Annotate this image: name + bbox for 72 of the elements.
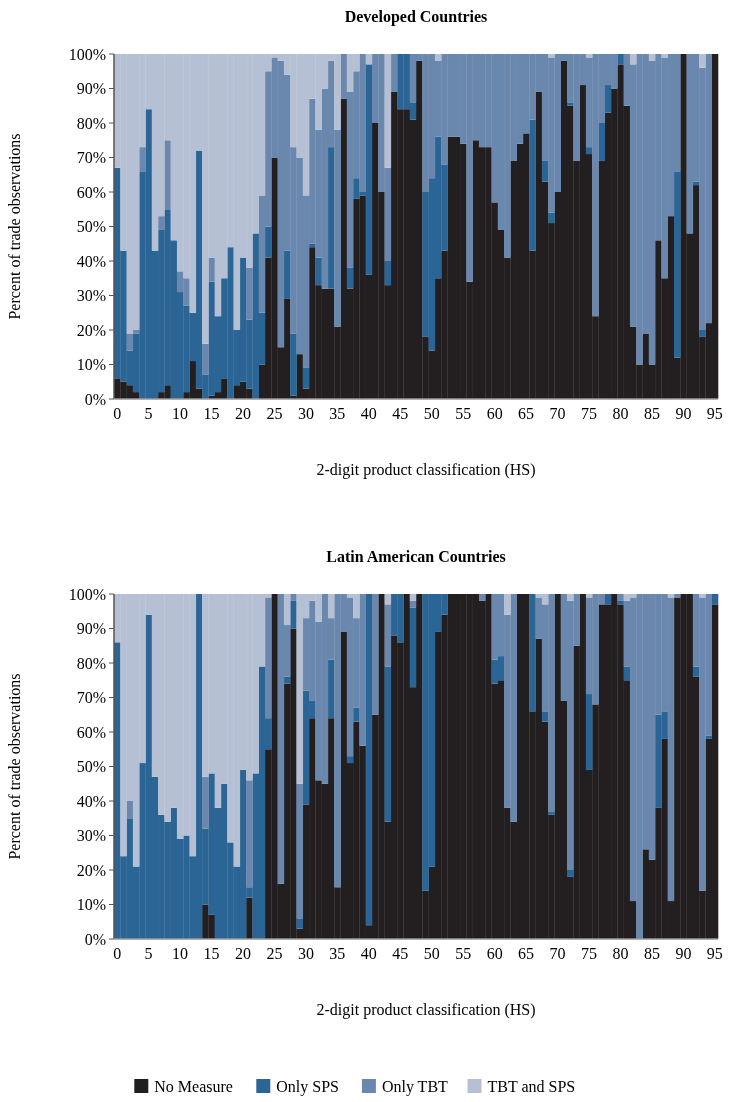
x-tick-label: 70 bbox=[549, 945, 566, 962]
y-tick-label: 50% bbox=[76, 758, 106, 776]
x-tick-label: 15 bbox=[203, 405, 220, 422]
y-tick-label: 70% bbox=[76, 689, 106, 707]
x-tick-label: 50 bbox=[423, 405, 440, 422]
x-tick-label: 80 bbox=[612, 945, 629, 962]
x-tick-label: 30 bbox=[297, 945, 314, 962]
x-tick-label: 20 bbox=[234, 945, 251, 962]
x-tick-label: 35 bbox=[329, 405, 346, 422]
legend-label: No Measure bbox=[154, 1077, 233, 1095]
x-tick-label: 95 bbox=[706, 945, 723, 962]
y-tick-label: 80% bbox=[76, 654, 106, 672]
x-axis-title: 2-digit product classification (HS) bbox=[316, 461, 536, 479]
chart-title: Latin American Countries bbox=[326, 548, 506, 565]
y-axis-title: Percent of trade observations bbox=[6, 673, 23, 860]
x-tick-label: 75 bbox=[581, 405, 598, 422]
y-tick-label: 100% bbox=[68, 585, 106, 603]
chart-title: Developed Countries bbox=[344, 8, 488, 26]
legend-label: TBT and SPS bbox=[487, 1077, 576, 1095]
y-tick-label: 60% bbox=[76, 723, 106, 741]
x-tick-label: 40 bbox=[360, 945, 377, 962]
y-tick-label: 40% bbox=[76, 792, 106, 810]
y-tick-label: 100% bbox=[68, 45, 106, 63]
x-tick-label: 20 bbox=[234, 405, 251, 422]
x-tick-label: 0 bbox=[113, 405, 122, 422]
y-tick-label: 90% bbox=[76, 620, 106, 638]
legend-label: Only TBT bbox=[381, 1077, 449, 1096]
x-tick-label: 50 bbox=[423, 945, 440, 962]
y-tick-label: 60% bbox=[76, 183, 106, 201]
x-tick-label: 90 bbox=[675, 405, 692, 422]
y-tick-label: 80% bbox=[76, 114, 106, 132]
x-tick-label: 5 bbox=[144, 945, 153, 962]
x-tick-label: 10 bbox=[172, 945, 189, 962]
x-tick-label: 45 bbox=[392, 945, 409, 962]
x-tick-label: 35 bbox=[329, 945, 346, 962]
x-tick-label: 40 bbox=[360, 405, 377, 422]
x-tick-label: 0 bbox=[113, 945, 122, 962]
x-tick-label: 10 bbox=[172, 405, 189, 422]
x-tick-label: 80 bbox=[612, 405, 629, 422]
y-tick-label: 0% bbox=[84, 390, 106, 408]
y-tick-label: 20% bbox=[76, 321, 106, 339]
y-tick-label: 50% bbox=[76, 218, 106, 236]
x-tick-label: 75 bbox=[581, 945, 598, 962]
x-tick-label: 55 bbox=[455, 945, 472, 962]
y-tick-label: 20% bbox=[76, 861, 106, 879]
y-tick-label: 10% bbox=[76, 896, 106, 914]
x-tick-label: 25 bbox=[266, 945, 283, 962]
y-tick-label: 70% bbox=[76, 149, 106, 167]
x-tick-label: 25 bbox=[266, 405, 283, 422]
x-tick-label: 95 bbox=[706, 405, 723, 422]
y-tick-label: 40% bbox=[76, 252, 106, 270]
y-tick-label: 90% bbox=[76, 80, 106, 98]
x-tick-label: 85 bbox=[643, 945, 660, 962]
y-tick-label: 30% bbox=[76, 287, 106, 305]
x-tick-label: 90 bbox=[675, 945, 692, 962]
x-tick-label: 30 bbox=[297, 405, 314, 422]
x-tick-label: 60 bbox=[486, 405, 503, 422]
x-tick-label: 55 bbox=[455, 405, 472, 422]
y-tick-label: 0% bbox=[84, 930, 106, 948]
x-tick-label: 15 bbox=[203, 945, 220, 962]
x-tick-label: 65 bbox=[518, 945, 535, 962]
y-axis-title: Percent of trade observations bbox=[6, 133, 23, 320]
x-tick-label: 65 bbox=[518, 405, 535, 422]
x-tick-label: 70 bbox=[549, 405, 566, 422]
x-tick-label: 60 bbox=[486, 945, 503, 962]
x-tick-label: 5 bbox=[144, 405, 153, 422]
x-tick-label: 45 bbox=[392, 405, 409, 422]
y-tick-label: 10% bbox=[76, 356, 106, 374]
x-axis-title: 2-digit product classification (HS) bbox=[316, 1001, 536, 1019]
y-tick-label: 30% bbox=[76, 827, 106, 845]
legend-label: Only SPS bbox=[276, 1077, 339, 1096]
x-tick-label: 85 bbox=[643, 405, 660, 422]
